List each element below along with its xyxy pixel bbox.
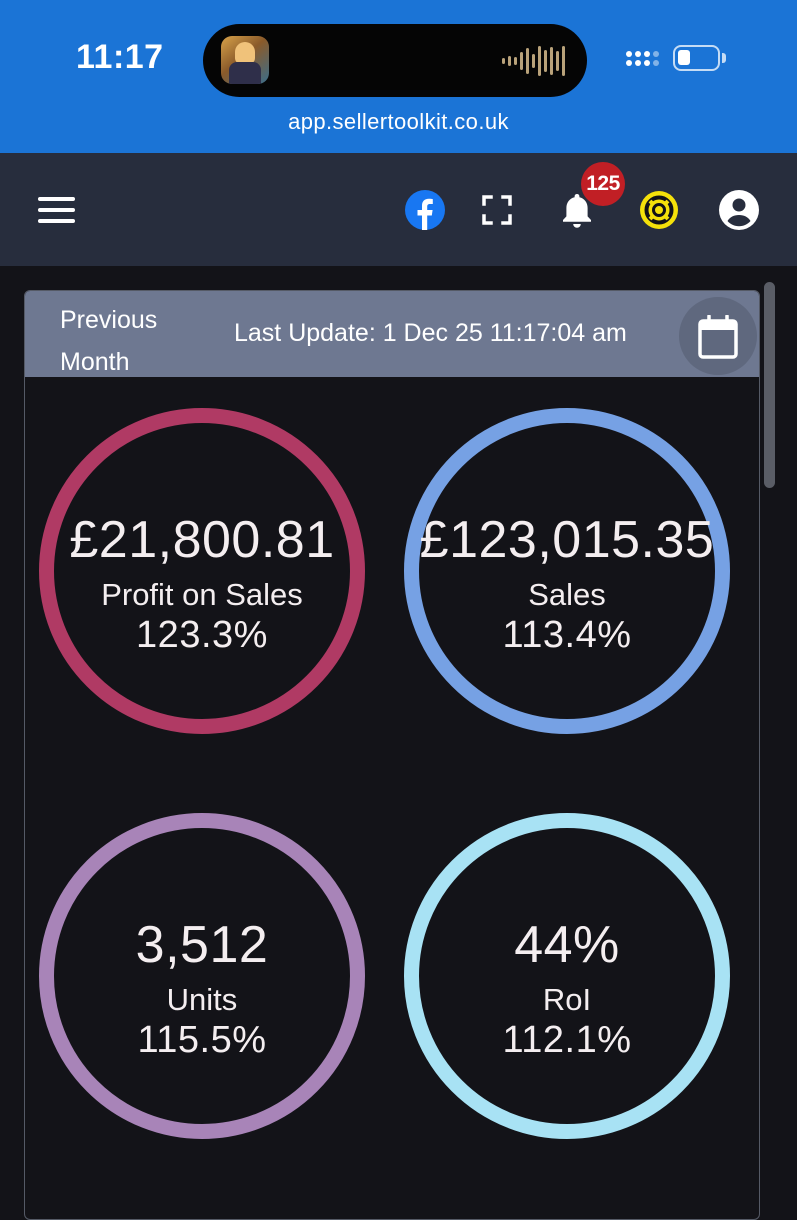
battery-cap xyxy=(722,53,726,63)
period-label[interactable]: Previous Month xyxy=(60,306,158,376)
notification-count-badge[interactable]: 125 xyxy=(581,162,625,206)
app-navbar xyxy=(0,153,797,266)
facebook-icon[interactable] xyxy=(405,190,445,230)
metric-label: RoI xyxy=(542,982,592,1017)
audio-waveform-icon xyxy=(502,44,565,78)
metric-value: 44% xyxy=(514,916,620,974)
bell-icon[interactable] xyxy=(557,190,597,230)
metric-value: £123,015.35 xyxy=(419,511,715,569)
metric-units[interactable]: 3,512 Units 115.5% xyxy=(39,813,365,1139)
battery-icon xyxy=(673,45,720,71)
metric-value: £21,800.81 xyxy=(69,511,335,569)
browser-url[interactable]: app.sellertoolkit.co.uk xyxy=(288,109,509,134)
dynamic-island[interactable] xyxy=(203,24,587,97)
fullscreen-icon[interactable] xyxy=(477,190,517,230)
metric-change: 123.3% xyxy=(136,614,268,656)
dashboard-card-header: Previous Month Last Update: 1 Dec 25 11:… xyxy=(25,291,759,377)
account-icon[interactable] xyxy=(719,190,759,230)
metric-label: Profit on Sales xyxy=(101,577,303,612)
calendar-icon xyxy=(698,315,738,359)
metric-change: 112.1% xyxy=(502,1019,632,1061)
page-scrollbar[interactable] xyxy=(764,282,775,488)
calendar-button[interactable] xyxy=(679,297,757,375)
metric-sales[interactable]: £123,015.35 Sales 113.4% xyxy=(404,408,730,734)
now-playing-artwork[interactable] xyxy=(221,36,269,84)
metric-profit[interactable]: £21,800.81 Profit on Sales 123.3% xyxy=(39,408,365,734)
support-icon[interactable] xyxy=(639,190,679,230)
dashboard-card: Previous Month Last Update: 1 Dec 25 11:… xyxy=(24,290,760,1220)
menu-icon[interactable] xyxy=(38,197,75,223)
metric-change: 113.4% xyxy=(502,614,632,656)
last-update-text: Last Update: 1 Dec 25 11:17:04 am xyxy=(234,319,627,347)
metric-roi[interactable]: 44% RoI 112.1% xyxy=(404,813,730,1139)
metric-value: 3,512 xyxy=(135,916,269,974)
cellular-signal-icon xyxy=(626,51,659,66)
metric-label: Units xyxy=(166,982,238,1017)
metric-change: 115.5% xyxy=(137,1019,267,1061)
battery-level xyxy=(678,50,690,65)
status-bar: 11:17 app.sellertoolkit.co.uk xyxy=(0,0,797,153)
status-time: 11:17 xyxy=(76,38,164,76)
metric-label: Sales xyxy=(528,577,606,612)
